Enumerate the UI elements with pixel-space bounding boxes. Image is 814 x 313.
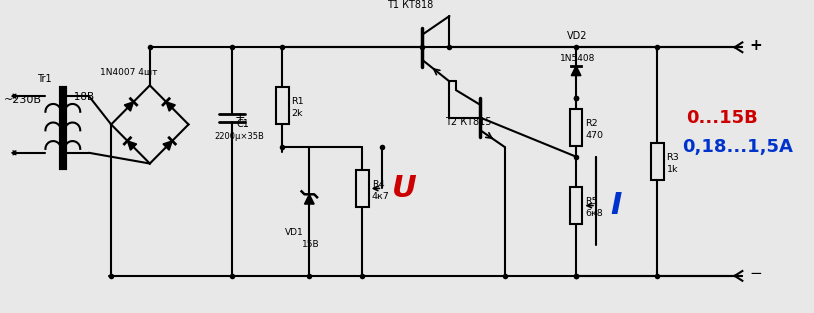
Text: R1: R1: [291, 97, 304, 106]
Text: 0...15В: 0...15В: [686, 109, 758, 126]
Text: 1N5408: 1N5408: [560, 54, 595, 63]
Text: 4к7: 4к7: [372, 192, 389, 201]
Text: T1 КТ818: T1 КТ818: [387, 0, 433, 10]
Text: −: −: [749, 266, 762, 281]
Bar: [570, 109, 582, 146]
Text: C1: C1: [237, 119, 250, 129]
Text: ~230В: ~230В: [4, 95, 42, 105]
Text: 6к8: 6к8: [585, 209, 603, 218]
Text: R4: R4: [372, 180, 384, 189]
Text: 15В: 15В: [301, 239, 319, 249]
Text: 2200μ×35В: 2200μ×35В: [215, 132, 265, 141]
Polygon shape: [571, 66, 581, 76]
Text: Tr1: Tr1: [37, 74, 51, 85]
Bar: [357, 170, 369, 207]
Polygon shape: [304, 194, 314, 204]
Text: 0,18...1,5A: 0,18...1,5A: [682, 138, 794, 156]
Bar: [651, 143, 663, 180]
Bar: [570, 187, 582, 224]
Text: 470: 470: [585, 131, 603, 140]
Text: R2: R2: [585, 119, 598, 128]
Polygon shape: [128, 141, 137, 150]
Text: T2 КТ815: T2 КТ815: [444, 117, 491, 127]
Text: 1N4007 4шт: 1N4007 4шт: [99, 68, 157, 77]
Text: +: +: [749, 38, 762, 53]
Polygon shape: [163, 141, 173, 150]
Text: 1k: 1k: [667, 165, 678, 174]
Text: U: U: [392, 174, 416, 203]
Text: +: +: [235, 111, 246, 124]
Text: R3: R3: [667, 153, 679, 162]
Text: 2k: 2k: [291, 109, 303, 118]
Text: VD1: VD1: [285, 228, 304, 237]
Text: R5: R5: [585, 197, 598, 206]
Text: VD2: VD2: [567, 32, 587, 41]
Text: I: I: [610, 191, 621, 220]
Text: ~18В: ~18В: [66, 92, 95, 102]
Bar: [276, 87, 288, 124]
Polygon shape: [125, 102, 133, 111]
Polygon shape: [166, 102, 175, 111]
